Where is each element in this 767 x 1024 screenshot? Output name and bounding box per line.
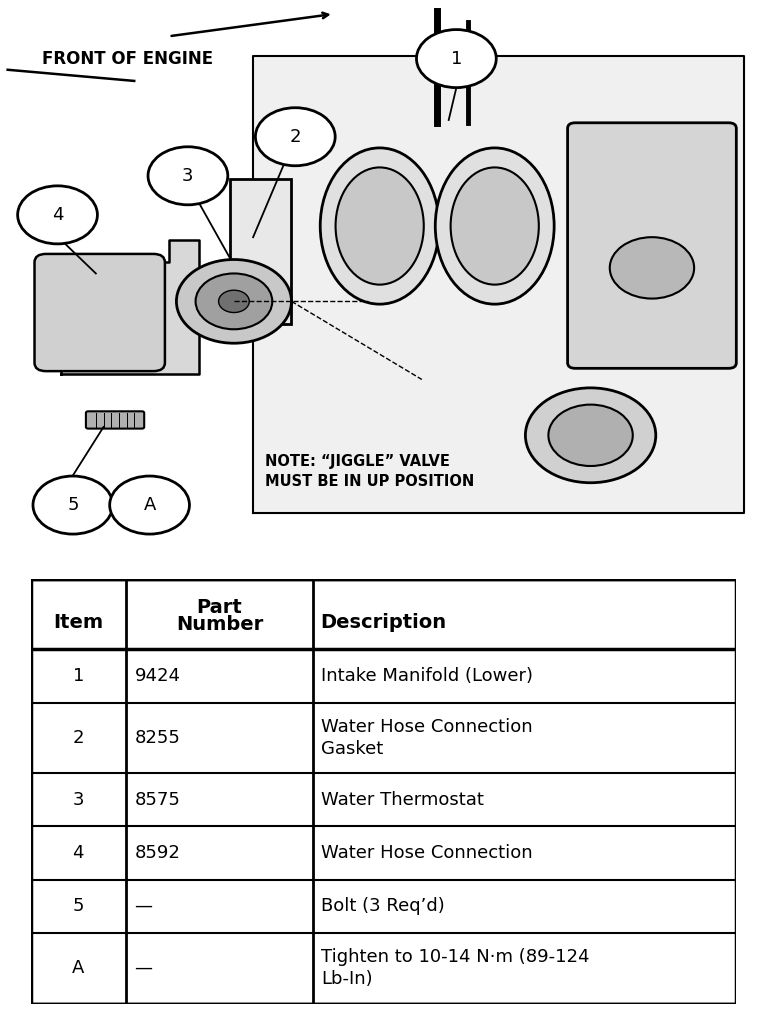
FancyBboxPatch shape [86,412,144,429]
Circle shape [176,259,291,343]
Text: Water Hose Connection: Water Hose Connection [321,844,533,862]
Polygon shape [253,55,744,513]
Ellipse shape [321,147,439,304]
Text: Description: Description [320,613,446,632]
Text: 1: 1 [451,49,462,68]
Text: Item: Item [53,613,104,632]
Text: 8255: 8255 [134,729,180,746]
Circle shape [548,404,633,466]
Text: Number: Number [176,615,263,634]
Circle shape [525,388,656,482]
Text: 5: 5 [73,897,84,915]
Text: 4: 4 [52,206,63,224]
Polygon shape [61,240,199,374]
Circle shape [110,476,189,535]
Text: —: — [134,959,153,977]
Text: Bolt (3 Req’d): Bolt (3 Req’d) [321,897,445,915]
Ellipse shape [451,168,538,285]
Text: 9424: 9424 [134,667,180,685]
FancyBboxPatch shape [35,254,165,371]
Circle shape [148,146,228,205]
Circle shape [255,108,335,166]
Text: 5: 5 [67,496,78,514]
Text: —: — [134,897,153,915]
Text: 8575: 8575 [134,791,180,809]
Ellipse shape [436,147,554,304]
Circle shape [33,476,113,535]
Text: Water Hose Connection
Gasket: Water Hose Connection Gasket [321,718,533,758]
Circle shape [610,238,694,299]
Text: 4: 4 [73,844,84,862]
Circle shape [416,30,496,88]
Text: 1: 1 [73,667,84,685]
Ellipse shape [336,168,423,285]
Text: 3: 3 [183,167,193,184]
Text: Water Thermostat: Water Thermostat [321,791,484,809]
Text: 8592: 8592 [134,844,180,862]
Text: A: A [72,959,84,977]
Text: 2: 2 [73,729,84,746]
Circle shape [219,290,249,312]
Text: 2: 2 [290,128,301,145]
Text: 3: 3 [73,791,84,809]
Text: NOTE: “JIGGLE” VALVE
MUST BE IN UP POSITION: NOTE: “JIGGLE” VALVE MUST BE IN UP POSIT… [265,455,474,489]
Text: Intake Manifold (Lower): Intake Manifold (Lower) [321,667,533,685]
Text: Tighten to 10-14 N·m (89-124
Lb-In): Tighten to 10-14 N·m (89-124 Lb-In) [321,948,590,988]
FancyBboxPatch shape [568,123,736,369]
Text: FRONT OF ENGINE: FRONT OF ENGINE [42,49,213,68]
FancyBboxPatch shape [230,178,291,324]
Circle shape [196,273,272,330]
Text: Part: Part [196,598,242,617]
Circle shape [18,185,97,244]
Text: A: A [143,496,156,514]
